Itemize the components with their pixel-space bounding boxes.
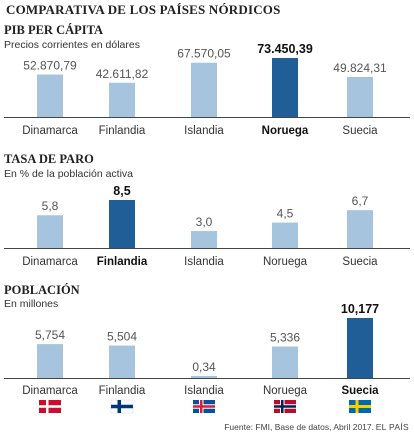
bar-finlandia [109,82,135,117]
main-title: COMPARATIVA DE LOS PAÍSES NÓRDICOS [6,2,281,17]
iceland-flag-icon [193,400,215,413]
value-label-suecia: 49.824,31 [333,61,387,75]
bar-noruega [272,346,298,378]
gdp-subtitle: Precios corrientes en dólares [4,39,140,51]
value-label-noruega: 4,5 [277,207,294,221]
category-label-finlandia: Finlandia [99,125,146,137]
category-label-noruega: Noruega [263,385,308,397]
bar-suecia [347,318,373,378]
bar-dinamarca [37,74,63,117]
category-label-suecia: Suecia [342,256,378,268]
norway-flag-icon [274,400,296,413]
value-label-islandia: 67.570,05 [177,47,231,61]
value-label-noruega: 5,336 [270,331,300,345]
bar-dinamarca [37,344,63,378]
chart-2: 5,754 Dinamarca 5,504 Finlandia 0,34 Islandia… [4,302,410,397]
source-note: Fuente: FMI, Base de datos, Abril 2017. [224,422,374,432]
category-label-suecia: Suecia [342,125,378,137]
category-label-islandia: Islandia [184,125,224,137]
finland-flag-icon [110,399,134,414]
category-label-finlandia: Finlandia [97,256,148,268]
denmark-flag-icon [39,400,61,413]
value-label-finlandia: 8,5 [113,184,130,198]
sweden-flag-icon [349,400,371,413]
value-label-islandia: 3,0 [196,215,213,229]
chart-1: 5,8 Dinamarca 8,5 Finlandia 3,0 Islandia 4,5 No… [4,184,410,268]
gdp-title: PIB PER CÁPITA [4,23,104,37]
bar-finlandia [109,200,135,248]
category-label-islandia: Islandia [184,256,224,268]
value-label-noruega: 73.450,39 [257,42,313,56]
category-label-noruega: Noruega [263,256,308,268]
value-label-dinamarca: 5,754 [35,328,65,342]
bar-islandia [191,375,217,378]
bar-islandia [191,231,217,248]
value-label-islandia: 0,34 [192,360,216,374]
category-label-finlandia: Finlandia [99,385,146,397]
bar-dinamarca [37,215,63,248]
category-label-dinamarca: Dinamarca [22,385,78,397]
category-label-dinamarca: Dinamarca [22,125,78,137]
category-label-suecia: Suecia [341,385,379,397]
category-label-dinamarca: Dinamarca [22,256,78,268]
category-label-islandia: Islandia [184,385,224,397]
value-label-suecia: 10,177 [341,302,379,316]
category-label-noruega: Noruega [262,125,309,137]
unemployment-subtitle: En % de la población activa [4,168,133,180]
bar-suecia [347,76,373,117]
bar-finlandia [109,345,135,378]
chart-0: 52.870,79 Dinamarca 42.611,82 Finlandia 67.5… [4,42,410,137]
value-label-suecia: 6,7 [352,194,369,208]
brand-logo: EL PAÍS [375,422,409,432]
value-label-dinamarca: 5,8 [42,199,59,213]
bar-suecia [347,210,373,248]
bar-noruega [272,58,298,117]
unemployment-title: TASA DE PARO [4,152,94,166]
population-title: POBLACIÓN [4,283,80,297]
bar-islandia [191,62,217,117]
bar-noruega [272,222,298,248]
population-subtitle: En millones [4,298,59,310]
value-label-dinamarca: 52.870,79 [23,59,77,73]
value-label-finlandia: 5,504 [107,330,137,344]
value-label-finlandia: 42.611,82 [96,67,149,81]
